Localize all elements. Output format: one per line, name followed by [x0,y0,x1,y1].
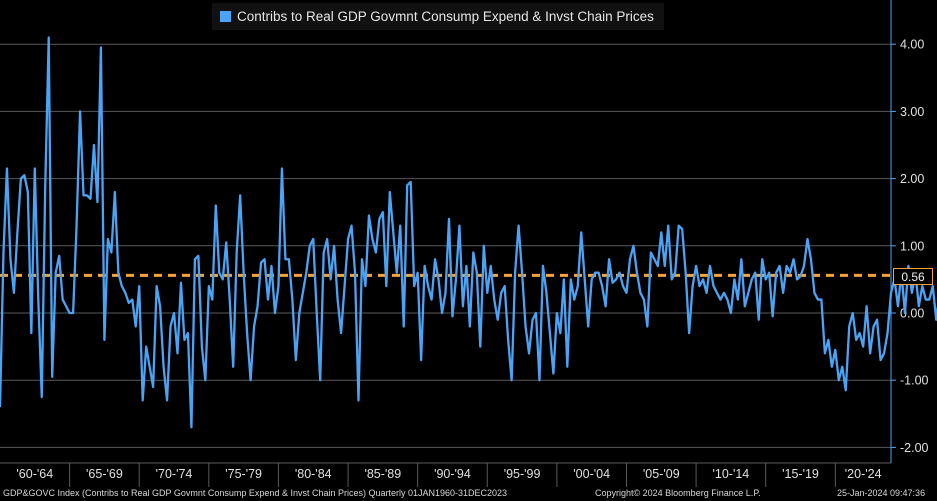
gridlines [0,43,891,448]
legend-label: Contribs to Real GDP Govmnt Consump Expe… [237,9,654,24]
y-tick-label: -1.00 [900,374,929,388]
x-tick-label: '15-'19 [782,467,819,481]
x-axis: '60-'64 '65-'69 '70-'74 '75-'79 '80-'84 '85-'… [0,462,891,487]
y-tick-label: 3.00 [900,105,924,119]
footer-source: GDP&GOVC Index (Contribs to Real GDP Gov… [3,488,508,498]
x-tick-label: '05-'09 [643,467,680,481]
x-tick-label: '85-'89 [364,467,401,481]
series-group [0,36,937,429]
x-tick-label: '60-'64 [16,467,53,481]
legend-swatch [220,11,231,22]
footer: GDP&GOVC Index (Contribs to Real GDP Gov… [0,487,937,501]
current-value-badge: 0.56 [893,268,933,285]
y-tick-label: -2.00 [900,441,929,455]
x-tick-label: '10-'14 [713,467,750,481]
x-tick-label: '00-'04 [573,467,610,481]
x-tick-label: '65-'69 [86,467,123,481]
x-tick-label: '70-'74 [156,467,193,481]
x-tick-label: '20-'24 [845,467,882,481]
x-tick-label: '90-'94 [434,467,471,481]
footer-copyright: Copyright© 2024 Bloomberg Finance L.P. [595,488,761,498]
x-tick-label: '80-'84 [295,467,332,481]
footer-timestamp: 25-Jan-2024 09:47:36 [837,488,926,498]
x-tick-label: '75-'79 [225,467,262,481]
series-line [0,36,937,429]
y-tick-label: 1.00 [900,239,924,253]
x-tick-label: '95-'99 [504,467,541,481]
legend: Contribs to Real GDP Govmnt Consump Expe… [212,3,664,30]
y-tick-label: 2.00 [900,172,924,186]
y-tick-label: 4.00 [900,38,924,52]
y-axis: 4.003.002.001.000.00-1.00-2.00 [890,0,929,463]
